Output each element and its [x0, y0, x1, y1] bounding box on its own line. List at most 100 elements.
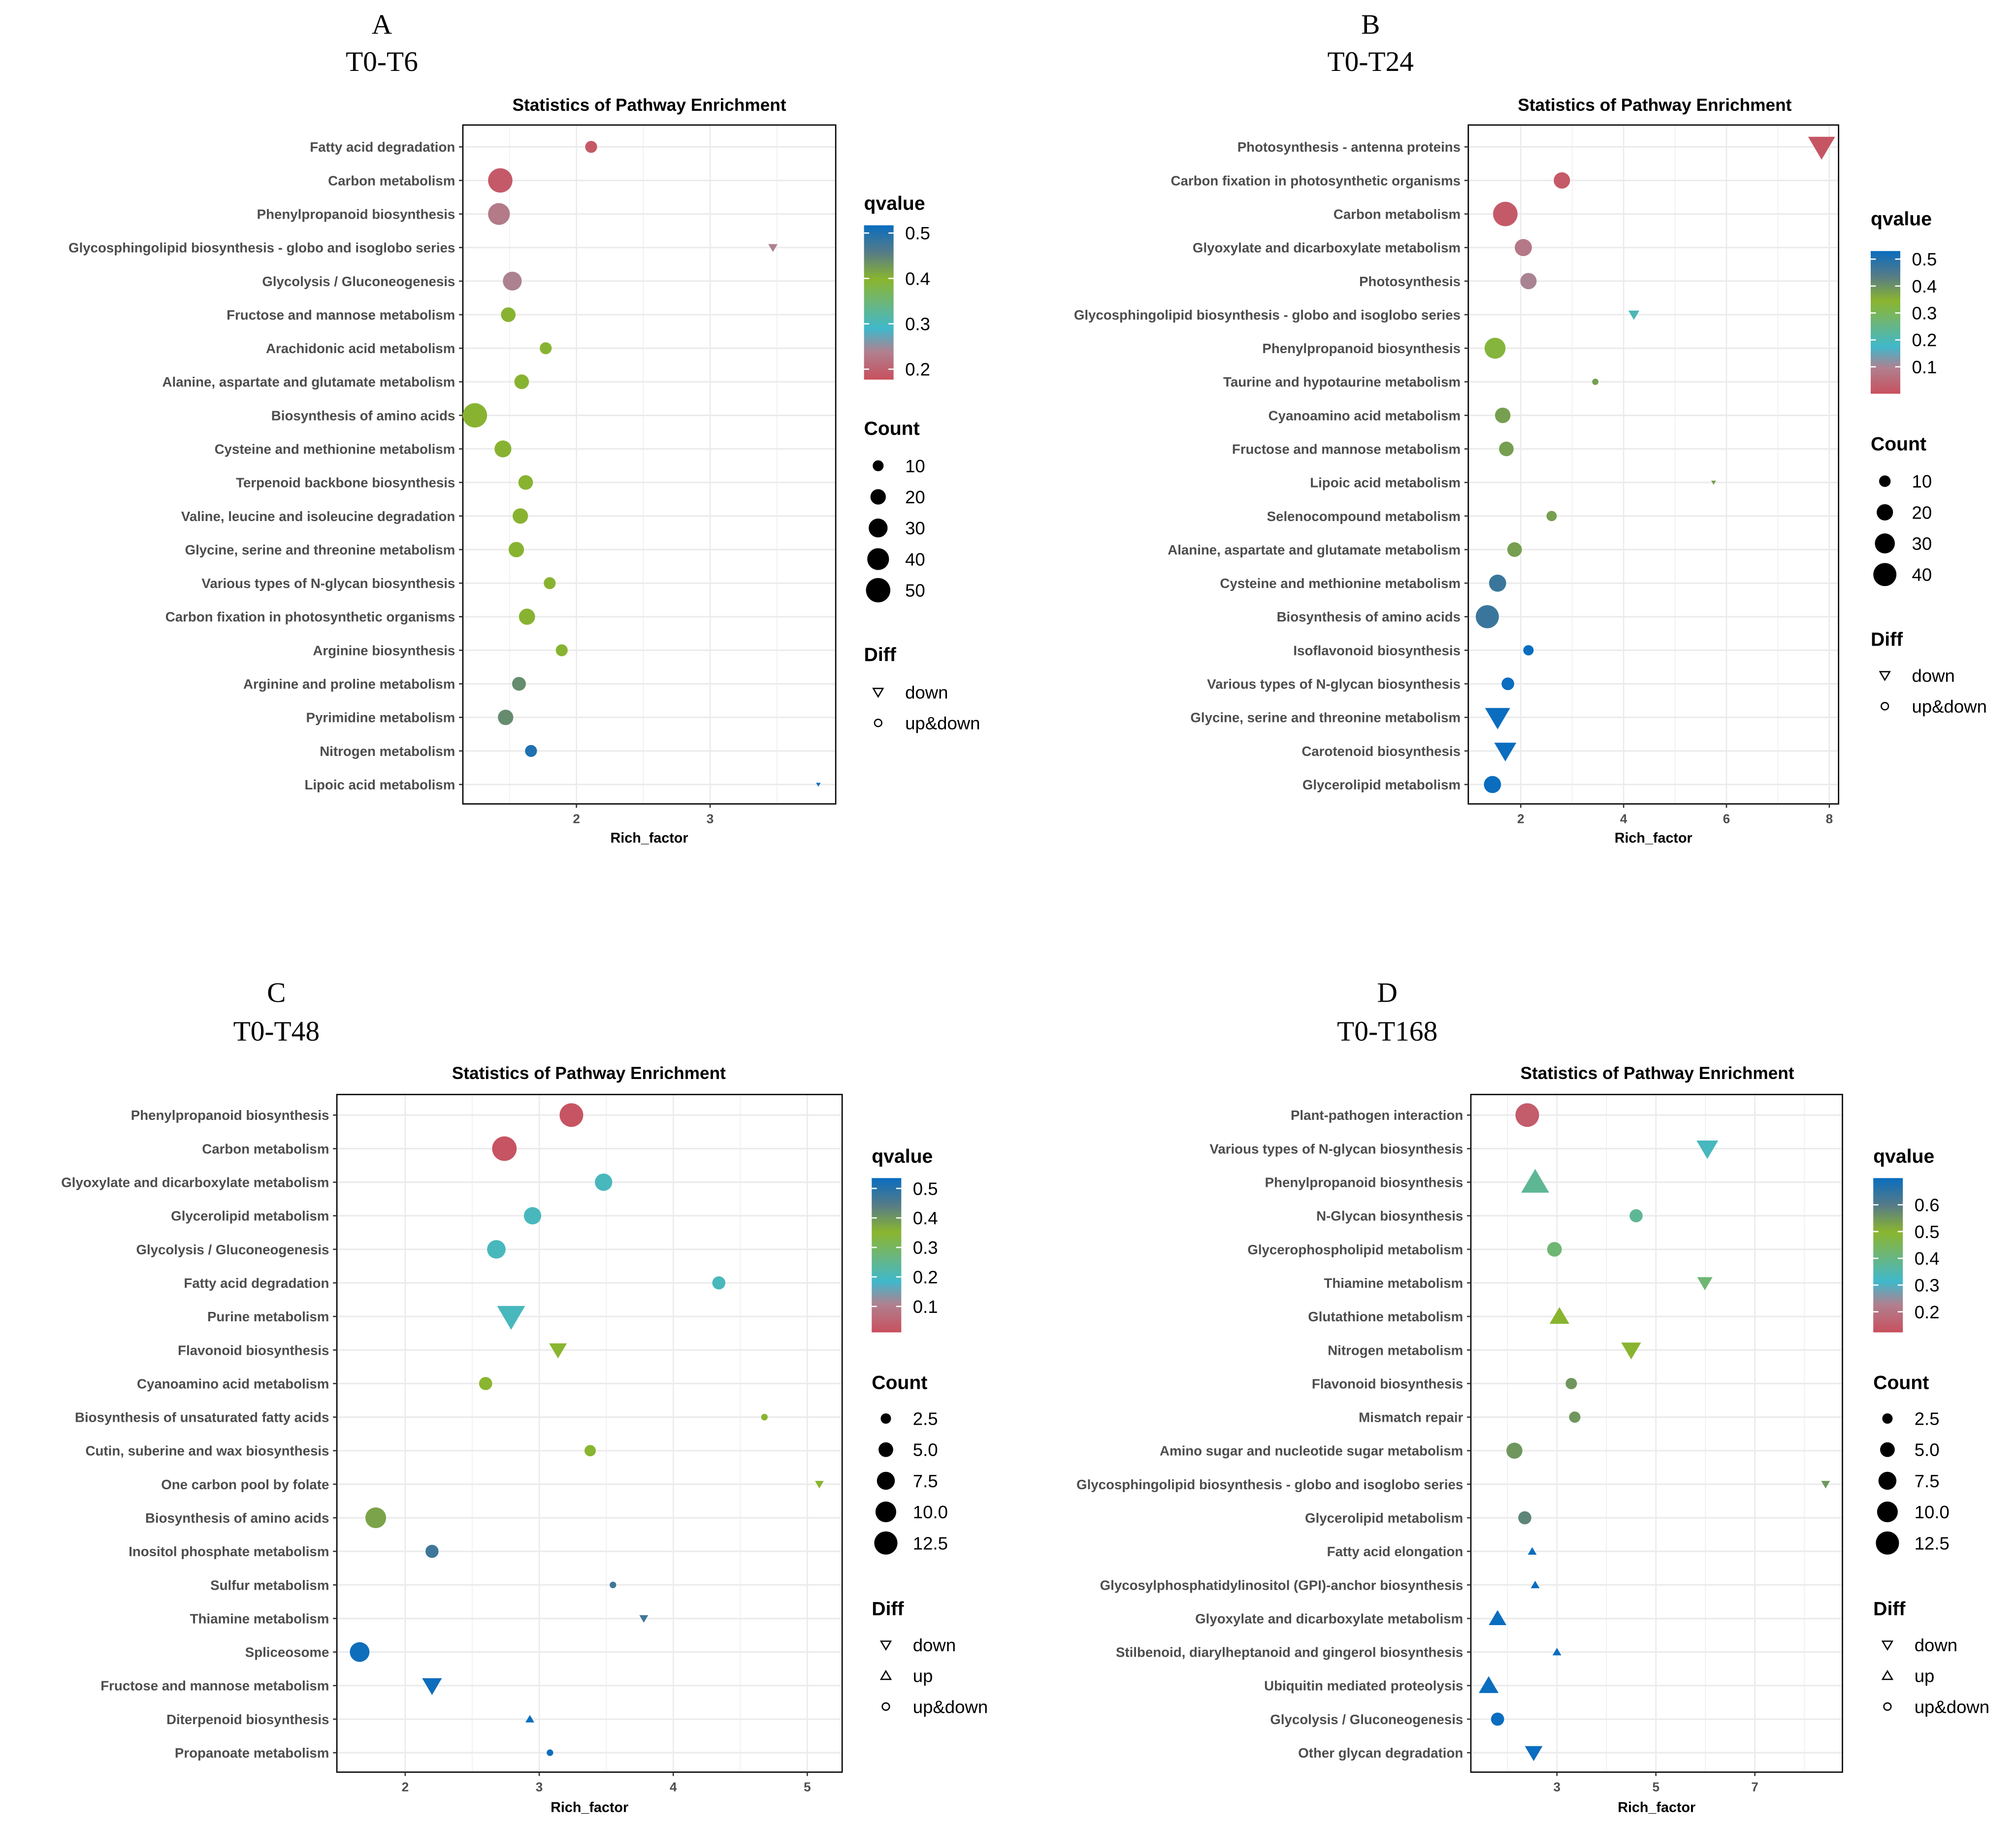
colorbar-label: 0.3 — [1912, 303, 1937, 324]
diff-legend-label: up&down — [905, 713, 980, 733]
y-tick-label: Selenocompound metabolism — [1267, 509, 1461, 524]
y-tick-label: Nitrogen metabolism — [320, 744, 455, 759]
chart-title: Statistics of Pathway Enrichment — [1518, 96, 1791, 115]
y-tick-label: Glutathione metabolism — [1308, 1309, 1463, 1324]
count-legend-label: 20 — [905, 487, 925, 507]
colorbar-label: 0.3 — [905, 314, 930, 334]
y-tick-label: Phenylpropanoid biosynthesis — [257, 206, 455, 222]
y-tick-label: Propanoate metabolism — [175, 1745, 329, 1761]
data-point — [1554, 172, 1570, 189]
count-legend-label: 12.5 — [1915, 1533, 1950, 1553]
qvalue-colorbar — [1873, 1178, 1903, 1333]
y-tick-label: Carotenoid biosynthesis — [1301, 744, 1461, 759]
diff-legend-label: up — [1915, 1666, 1935, 1686]
y-tick-label: Glycine, serine and threonine metabolism — [185, 542, 455, 557]
data-point — [479, 1377, 492, 1390]
qvalue-colorbar — [872, 1178, 902, 1333]
y-tick-label: Flavonoid biosynthesis — [1312, 1376, 1463, 1391]
data-point — [1711, 480, 1716, 485]
data-point — [1629, 1209, 1643, 1223]
y-tick-label: Spliceosome — [245, 1645, 329, 1660]
colorbar-label: 0.6 — [1915, 1195, 1940, 1215]
y-tick-label: Cyanoamino acid metabolism — [1268, 408, 1461, 423]
y-tick-label: Taurine and hypotaurine metabolism — [1223, 374, 1461, 390]
y-tick-label: Carbon metabolism — [1333, 206, 1461, 222]
plot-border — [336, 1094, 843, 1773]
diff-legend-triangle-up-icon — [879, 1669, 892, 1680]
y-tick-label: Plant-pathogen interaction — [1291, 1108, 1463, 1123]
data-point — [1697, 1277, 1713, 1290]
data-point — [1552, 1648, 1561, 1656]
y-tick-label: Fructose and mannose metabolism — [1232, 441, 1461, 457]
colorbar-label: 0.4 — [1912, 276, 1937, 296]
diff-legend-label: up&down — [1912, 696, 1987, 717]
y-tick-label: Glycerolipid metabolism — [1305, 1510, 1463, 1526]
colorbar-label: 0.4 — [1915, 1248, 1940, 1269]
panel-b: B T0-T24 Statistics of Pathway Enrichment P… — [1074, 9, 1987, 846]
data-point — [501, 307, 516, 322]
plot-border — [462, 124, 837, 805]
colorbar-label: 0.4 — [905, 268, 930, 289]
qvalue-colorbar — [864, 225, 894, 380]
count-legend-key — [1875, 533, 1895, 554]
data-point — [540, 342, 552, 355]
x-axis-label: Rich_factor — [611, 830, 688, 846]
y-tick-label: Mismatch repair — [1359, 1410, 1463, 1425]
chart-title: Statistics of Pathway Enrichment — [452, 1064, 726, 1083]
data-point — [519, 608, 535, 625]
y-tick-label: Fatty acid elongation — [1327, 1544, 1463, 1559]
data-points — [1479, 1103, 1830, 1762]
y-tick-label: One carbon pool by folate — [161, 1477, 329, 1492]
x-tick-label: 2 — [573, 812, 580, 826]
y-tick-label: Phenylpropanoid biosynthesis — [131, 1108, 329, 1123]
chart-title: Statistics of Pathway Enrichment — [1521, 1064, 1794, 1083]
count-legend-label: 10 — [905, 456, 925, 476]
data-point — [1592, 378, 1599, 385]
y-tick-label: Glyoxylate and dicarboxylate metabolism — [1193, 240, 1461, 256]
y-tick-label: Isoflavonoid biosynthesis — [1293, 643, 1461, 658]
data-point — [610, 1581, 617, 1589]
diff-legend-circle-icon — [1883, 1702, 1892, 1711]
diff-legend-label: down — [1912, 665, 1955, 686]
x-tick-label: 2 — [402, 1780, 409, 1795]
data-point — [1621, 1342, 1641, 1360]
count-legend-key — [867, 548, 889, 570]
data-point — [1507, 542, 1522, 557]
data-point — [1518, 1511, 1531, 1525]
data-point — [1499, 441, 1514, 457]
panel-a: A T0-T6 Statistics of Pathway Enrichment Fa… — [68, 9, 980, 846]
grid — [337, 1094, 843, 1772]
count-legend-label: 12.5 — [913, 1533, 948, 1553]
y-tick-label: Inositol phosphate metabolism — [129, 1544, 329, 1559]
diff-legend-triangle-down-icon — [1879, 671, 1891, 682]
data-point — [487, 1240, 506, 1259]
data-point — [1821, 1481, 1830, 1489]
panel-letter: B — [1361, 9, 1380, 40]
count-legend-key — [869, 518, 888, 538]
y-tick-label: Biosynthesis of amino acids — [271, 408, 455, 423]
data-point — [488, 203, 510, 225]
chart-title: Statistics of Pathway Enrichment — [513, 96, 786, 115]
diff-legend-triangle-down-icon — [872, 687, 884, 698]
diff-legend-title: Diff — [872, 1599, 904, 1620]
count-legend-label: 50 — [905, 581, 925, 601]
panel-c: C T0-T48 Statistics of Pathway Enrichment P… — [61, 978, 988, 1816]
count-legend-key — [877, 1471, 895, 1490]
count-legend-title: Count — [872, 1372, 927, 1393]
diff-legend-label: up&down — [913, 1697, 988, 1717]
y-tick-label: Carbon metabolism — [202, 1141, 329, 1156]
data-point — [514, 374, 529, 390]
y-tick-label: Lipoic acid metabolism — [304, 777, 455, 792]
count-legend-label: 30 — [905, 518, 925, 538]
y-tick-label: Carbon metabolism — [328, 173, 455, 188]
y-tick-label: Diterpenoid biosynthesis — [166, 1712, 329, 1727]
y-tick-label: Photosynthesis — [1359, 274, 1461, 289]
count-legend-label: 5.0 — [913, 1440, 938, 1460]
count-legend-key — [1879, 475, 1891, 487]
data-point — [1525, 1746, 1543, 1762]
data-point — [1484, 776, 1501, 793]
count-legend-label: 7.5 — [913, 1471, 938, 1491]
y-tick-label: Glycosphingolipid biosynthesis - globo a… — [1076, 1477, 1463, 1492]
data-point — [1696, 1140, 1719, 1159]
